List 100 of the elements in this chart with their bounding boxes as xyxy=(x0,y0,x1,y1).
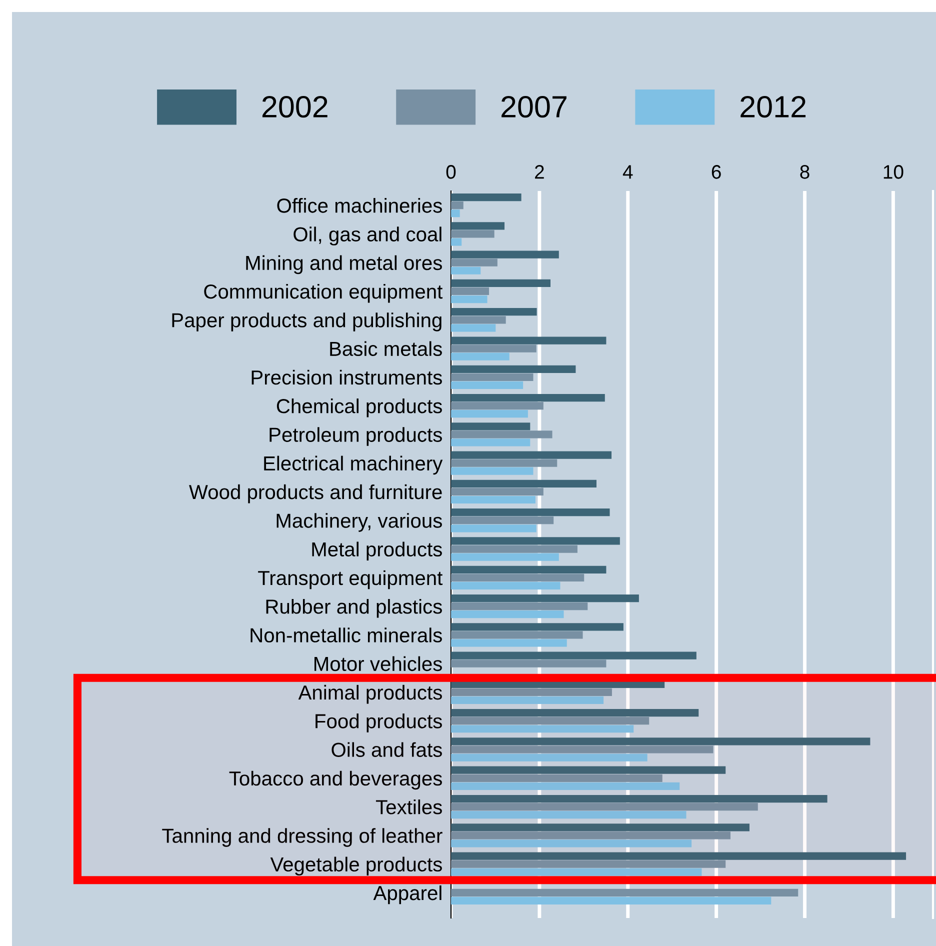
y-tick-label: Precision instruments xyxy=(252,370,442,385)
bar xyxy=(451,794,828,803)
bar xyxy=(451,602,588,610)
bar xyxy=(451,725,634,733)
y-tick-label: Rubber and plastics xyxy=(266,598,442,618)
bar xyxy=(451,802,758,811)
bar xyxy=(451,582,560,590)
legend-label: 2007 xyxy=(502,96,566,118)
bar xyxy=(451,394,605,402)
x-tick-label: 2 xyxy=(535,165,544,179)
bar xyxy=(451,308,537,316)
bar xyxy=(451,782,680,790)
bar xyxy=(451,287,490,296)
bar xyxy=(451,266,481,274)
bar xyxy=(451,537,620,545)
bar xyxy=(451,193,522,202)
y-tick-label: Transport equipment xyxy=(258,570,443,590)
y-tick-label: Electrical machinery xyxy=(264,456,443,475)
bar xyxy=(451,488,544,496)
bar xyxy=(451,365,576,373)
bar xyxy=(451,553,559,561)
bar xyxy=(451,508,610,516)
bar xyxy=(451,639,567,647)
y-tick-label: Paper products and publishing xyxy=(172,312,442,332)
bar xyxy=(451,738,870,746)
y-tick-label: Wood products and furniture xyxy=(189,484,442,504)
bar xyxy=(451,210,460,218)
x-tick-label: 0 xyxy=(446,165,456,179)
bar xyxy=(451,680,665,688)
bar xyxy=(451,610,564,618)
bar xyxy=(451,652,696,660)
bar xyxy=(451,709,699,717)
bar xyxy=(451,574,584,582)
bar xyxy=(451,516,554,524)
bar xyxy=(451,258,498,266)
y-tick-label: Oils and fats xyxy=(332,742,442,757)
bar xyxy=(451,810,686,819)
bar xyxy=(451,295,488,304)
bar xyxy=(451,480,596,488)
bar xyxy=(451,422,530,430)
bar xyxy=(451,410,528,418)
bar xyxy=(451,344,536,352)
bar xyxy=(451,250,559,258)
y-tick-label: Metal products xyxy=(312,542,442,560)
bar xyxy=(451,754,648,762)
bar xyxy=(451,451,612,459)
bar xyxy=(451,766,726,774)
bar xyxy=(451,860,726,868)
bar xyxy=(451,316,506,324)
bar xyxy=(451,545,578,553)
bar xyxy=(451,230,494,238)
y-tick-label: Tanning and dressing of leather xyxy=(162,828,442,847)
bar xyxy=(451,352,510,360)
x-tick-label: 6 xyxy=(712,165,721,179)
y-tick-label: Mining and metal ores xyxy=(246,255,442,274)
bar xyxy=(451,496,536,504)
bar xyxy=(451,824,750,832)
x-tick-label: 4 xyxy=(622,165,633,179)
bar xyxy=(451,402,544,410)
bar xyxy=(451,896,772,905)
bar xyxy=(451,688,612,696)
bar xyxy=(451,717,650,725)
bar xyxy=(451,202,464,210)
bar xyxy=(451,623,624,631)
legend-label: 2002 xyxy=(262,96,328,118)
bar xyxy=(451,696,604,704)
y-tick-label: Petroleum products xyxy=(270,427,442,446)
y-tick-label: Animal products xyxy=(298,684,442,704)
y-tick-label: Vegetable products xyxy=(270,856,442,876)
y-tick-label: Non-metallic minerals xyxy=(250,628,442,642)
bar xyxy=(451,660,606,668)
bar xyxy=(451,852,906,860)
bar xyxy=(451,832,730,840)
y-tick-label: Basic metals xyxy=(330,341,442,356)
bar xyxy=(451,438,530,446)
bar xyxy=(451,774,662,782)
bar xyxy=(451,222,505,230)
y-tick-label: Motor vehicles xyxy=(314,656,442,672)
bar xyxy=(451,430,552,438)
bar xyxy=(451,279,550,288)
bar xyxy=(451,381,524,389)
y-tick-label: Chemical products xyxy=(276,398,442,418)
bar xyxy=(451,524,536,532)
bar xyxy=(451,467,534,475)
x-tick-label: 8 xyxy=(800,165,810,179)
y-tick-label: Textiles xyxy=(376,799,442,814)
bar xyxy=(451,373,534,381)
y-tick-label: Machinery, various xyxy=(276,513,442,532)
bar xyxy=(451,840,692,848)
y-tick-label: Office machineries xyxy=(277,198,442,213)
bar xyxy=(451,746,714,754)
bar xyxy=(451,888,798,897)
legend-label: 2012 xyxy=(740,96,806,118)
bar xyxy=(451,631,583,639)
y-tick-label: Oil, gas and coal xyxy=(294,226,442,246)
y-tick-label: Food products xyxy=(316,714,442,732)
y-tick-label: Tobacco and beverages xyxy=(229,770,442,790)
bar xyxy=(451,459,558,467)
bar xyxy=(451,868,702,876)
bar xyxy=(451,336,606,344)
